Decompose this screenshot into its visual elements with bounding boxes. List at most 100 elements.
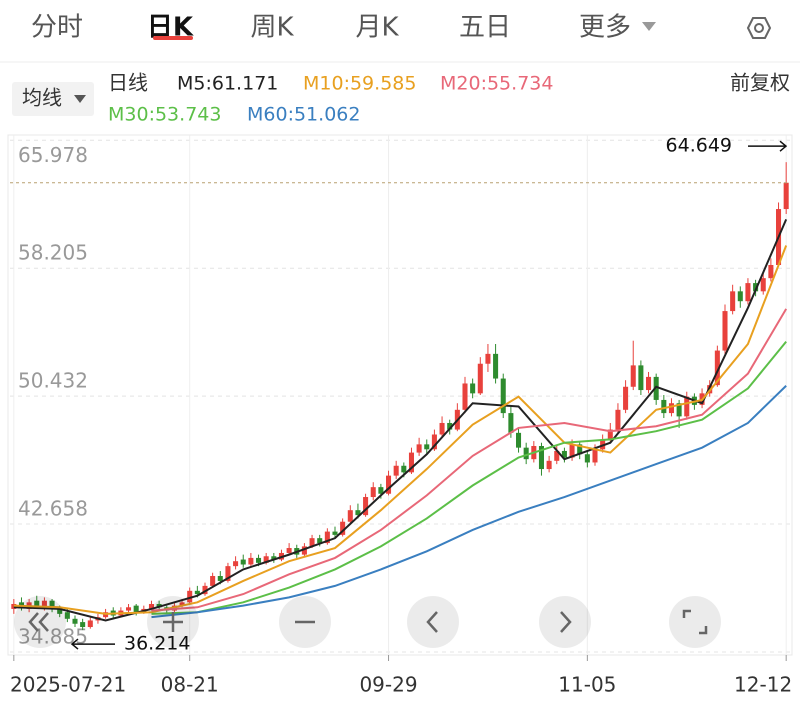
tab[interactable]: 周K — [250, 13, 294, 43]
candle-body — [745, 283, 751, 302]
candle-body — [210, 576, 216, 586]
dropdown-arrow — [642, 22, 656, 31]
tab[interactable]: 分时 — [31, 13, 83, 43]
candle-body — [80, 622, 86, 628]
candle-body — [653, 376, 659, 400]
x-tick-label: 11-05 — [558, 673, 616, 697]
candle-body — [638, 365, 644, 391]
candle-body — [324, 531, 330, 544]
candle-body — [684, 396, 690, 417]
candle-body — [546, 460, 552, 470]
ma-line — [151, 341, 787, 615]
next-button[interactable] — [539, 596, 591, 648]
candle-body — [34, 600, 40, 606]
candle-body — [18, 602, 24, 608]
candle-body — [676, 403, 682, 417]
candle-body — [508, 413, 514, 433]
legend-entry: M30:53.743 — [108, 104, 221, 126]
candle-body — [493, 353, 499, 379]
candle-body — [49, 600, 55, 609]
candle-body — [240, 559, 246, 565]
candle-body — [347, 510, 353, 522]
candle-body — [477, 363, 483, 394]
ma-line — [151, 308, 788, 612]
candle-body — [386, 475, 392, 494]
candle-body — [600, 439, 606, 450]
candle-body — [592, 449, 598, 463]
candle-body — [753, 283, 759, 292]
candle-body — [187, 590, 193, 603]
candle-body — [370, 487, 376, 498]
candle-body — [561, 450, 567, 458]
candle-body — [286, 548, 292, 553]
candle-body — [41, 600, 47, 608]
candle-body — [133, 605, 139, 613]
candle-body — [722, 311, 728, 351]
candle-body — [363, 497, 369, 516]
candle-body — [768, 265, 774, 279]
candle-body — [615, 409, 621, 430]
candle-body — [569, 444, 575, 458]
y-tick-label: 42.658 — [18, 497, 88, 521]
x-tick-label: 12-12 — [734, 673, 792, 697]
tab[interactable]: 更多 — [579, 13, 631, 43]
candle-body — [317, 538, 323, 544]
prev-button[interactable] — [407, 596, 459, 648]
period-label: 日线 — [108, 71, 148, 95]
settings-icon[interactable] — [746, 17, 772, 39]
candle-body — [148, 603, 154, 609]
plot: 65.97858.20550.43242.65834.8852025-07-21… — [10, 135, 792, 697]
candle-body — [661, 399, 667, 414]
candle-body — [225, 566, 231, 581]
candle-body — [263, 556, 269, 563]
candle-body — [156, 603, 162, 608]
plot-frame — [7, 134, 793, 656]
candle-body — [355, 510, 361, 516]
candle-body — [668, 403, 674, 414]
adjust-label[interactable]: 前复权 — [730, 71, 790, 95]
fullscreen-button[interactable] — [669, 596, 721, 648]
candle-body — [447, 422, 453, 430]
candle-body — [607, 429, 613, 440]
tab[interactable]: 五日 — [459, 13, 511, 43]
candle-body — [309, 538, 315, 547]
candle-body — [623, 386, 629, 410]
candle-body — [57, 608, 63, 614]
candle-body — [538, 446, 544, 470]
high-arrow — [748, 140, 788, 152]
low-label: 36.214 — [124, 633, 190, 655]
ma-button[interactable] — [12, 82, 94, 116]
candle-body — [340, 521, 346, 535]
ma-line — [13, 245, 788, 615]
y-tick-label: 58.205 — [18, 241, 88, 265]
candle-body — [194, 590, 200, 595]
candle-body — [378, 487, 384, 494]
ma-line — [151, 385, 787, 619]
candle-body — [332, 531, 338, 535]
candle-body — [554, 450, 560, 461]
low-arrow — [70, 638, 115, 650]
tab-indicator — [153, 36, 193, 40]
candle-body — [271, 556, 277, 560]
candle-body — [408, 452, 414, 473]
legend-entry: M10:59.585 — [303, 73, 416, 95]
candle-body — [179, 602, 185, 606]
candle-body — [424, 444, 430, 450]
candle-body — [301, 546, 307, 555]
ma-line — [13, 219, 788, 622]
candle-body — [760, 278, 766, 292]
candle-body — [87, 620, 93, 628]
candle-body — [462, 383, 468, 410]
candle-body — [646, 376, 652, 391]
candle-body — [439, 422, 445, 435]
candle-body — [516, 432, 522, 448]
candle-body — [393, 465, 399, 476]
candle-body — [202, 585, 208, 595]
tab[interactable]: 月K — [355, 13, 399, 43]
tab-bar: 分时 日K 周K 月K 五日 更多 — [31, 13, 631, 43]
legend-entry: M20:55.734 — [440, 73, 553, 95]
y-tick-label: 50.432 — [18, 369, 88, 393]
candle-body — [783, 182, 789, 210]
legend-entry: M60:51.062 — [247, 104, 360, 126]
